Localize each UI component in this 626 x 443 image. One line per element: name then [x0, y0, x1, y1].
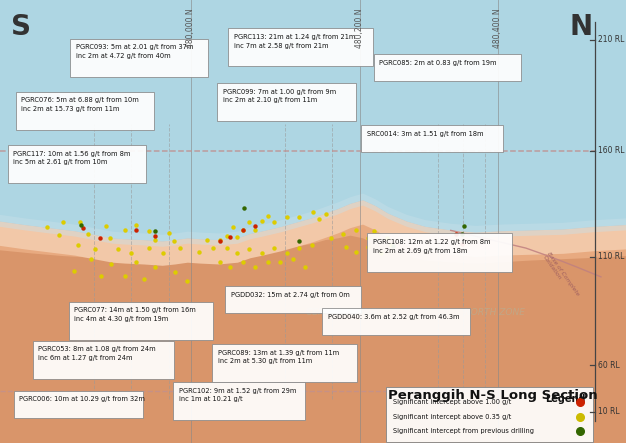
Text: NORTH ZONE: NORTH ZONE	[464, 308, 525, 317]
Text: Significant intercept from previous drilling: Significant intercept from previous dril…	[393, 428, 534, 435]
Text: PGRC099: 7m at 1.00 g/t from 9m
inc 2m at 2.10 g/t from 11m: PGRC099: 7m at 1.00 g/t from 9m inc 2m a…	[223, 89, 336, 103]
Text: PGDD040: 3.6m at 2.52 g/t from 46.3m: PGDD040: 3.6m at 2.52 g/t from 46.3m	[328, 314, 459, 320]
Text: PGRC113: 21m at 1.24 g/t from 21m
inc 7m at 2.58 g/t from 21m: PGRC113: 21m at 1.24 g/t from 21m inc 7m…	[234, 34, 356, 49]
Text: PGRC077: 14m at 1.50 g/t from 16m
inc 4m at 4.30 g/t from 19m: PGRC077: 14m at 1.50 g/t from 16m inc 4m…	[74, 307, 196, 322]
FancyBboxPatch shape	[225, 286, 361, 313]
FancyBboxPatch shape	[361, 125, 503, 152]
Text: Legend: Legend	[545, 394, 585, 404]
Text: PGRC076: 5m at 6.88 g/t from 10m
inc 2m at 15.73 g/t from 11m: PGRC076: 5m at 6.88 g/t from 10m inc 2m …	[21, 97, 139, 112]
Text: PGRC102: 9m at 1.52 g/t from 29m
inc 1m at 10.21 g/t: PGRC102: 9m at 1.52 g/t from 29m inc 1m …	[179, 388, 297, 402]
FancyBboxPatch shape	[33, 341, 174, 379]
Text: 480,200 N: 480,200 N	[356, 9, 364, 48]
Text: PGDD032: 15m at 2.74 g/t from 0m: PGDD032: 15m at 2.74 g/t from 0m	[231, 292, 350, 298]
Text: 110 RL: 110 RL	[598, 253, 624, 261]
FancyBboxPatch shape	[173, 382, 305, 420]
Polygon shape	[0, 200, 626, 443]
FancyBboxPatch shape	[374, 54, 521, 81]
Text: PGRC053: 8m at 1.08 g/t from 24m
inc 6m at 1.27 g/t from 24m: PGRC053: 8m at 1.08 g/t from 24m inc 6m …	[38, 346, 156, 361]
FancyBboxPatch shape	[14, 391, 143, 418]
FancyBboxPatch shape	[217, 83, 356, 121]
Text: PGRC117: 10m at 1.56 g/t from 8m
inc 5m at 2.61 g/t from 10m: PGRC117: 10m at 1.56 g/t from 8m inc 5m …	[13, 151, 130, 165]
Text: 480,400 N: 480,400 N	[493, 9, 502, 48]
FancyBboxPatch shape	[70, 39, 208, 77]
FancyBboxPatch shape	[367, 233, 512, 272]
Text: Base of Complete
Oxidation: Base of Complete Oxidation	[541, 252, 580, 300]
Text: S: S	[11, 13, 31, 41]
Text: N: N	[570, 13, 593, 41]
Text: 60 RL: 60 RL	[598, 361, 620, 370]
Text: 210 RL: 210 RL	[598, 35, 624, 44]
FancyBboxPatch shape	[386, 387, 593, 442]
Polygon shape	[0, 200, 626, 266]
FancyBboxPatch shape	[16, 92, 154, 130]
FancyBboxPatch shape	[228, 28, 373, 66]
Text: PGRC089: 13m at 1.39 g/t from 11m
inc 2m at 5.30 g/t from 11m: PGRC089: 13m at 1.39 g/t from 11m inc 2m…	[218, 350, 339, 365]
Text: 160 RL: 160 RL	[598, 146, 624, 155]
Text: PGRC085: 2m at 0.83 g/t from 19m: PGRC085: 2m at 0.83 g/t from 19m	[379, 60, 497, 66]
FancyBboxPatch shape	[8, 145, 146, 183]
Text: PGRC006: 10m at 10.29 g/t from 32m: PGRC006: 10m at 10.29 g/t from 32m	[19, 396, 145, 403]
FancyBboxPatch shape	[69, 302, 213, 340]
Text: 480,000 N: 480,000 N	[187, 9, 195, 48]
Text: Significant intercept above 1.00 g/t: Significant intercept above 1.00 g/t	[393, 399, 511, 405]
FancyBboxPatch shape	[322, 308, 470, 335]
Text: CENTRAL ZONE: CENTRAL ZONE	[306, 308, 376, 317]
Text: 10 RL: 10 RL	[598, 408, 620, 416]
Polygon shape	[0, 200, 626, 264]
Polygon shape	[0, 194, 626, 247]
Text: Peranggih N-S Long Section: Peranggih N-S Long Section	[388, 389, 598, 402]
Text: Significant intercept above 0.35 g/t: Significant intercept above 0.35 g/t	[393, 414, 511, 420]
Polygon shape	[0, 0, 626, 241]
Text: SRC0014: 3m at 1.51 g/t from 18m: SRC0014: 3m at 1.51 g/t from 18m	[367, 131, 483, 137]
Text: PGRC093: 5m at 2.01 g/t from 37m
inc 2m at 4.72 g/t from 40m: PGRC093: 5m at 2.01 g/t from 37m inc 2m …	[76, 44, 193, 59]
FancyBboxPatch shape	[212, 344, 357, 382]
Text: SOUTH ZONE: SOUTH ZONE	[98, 308, 158, 317]
Text: PGRC108: 12m at 1.22 g/t from 8m
inc 2m at 2.69 g/t from 18m: PGRC108: 12m at 1.22 g/t from 8m inc 2m …	[373, 239, 491, 254]
